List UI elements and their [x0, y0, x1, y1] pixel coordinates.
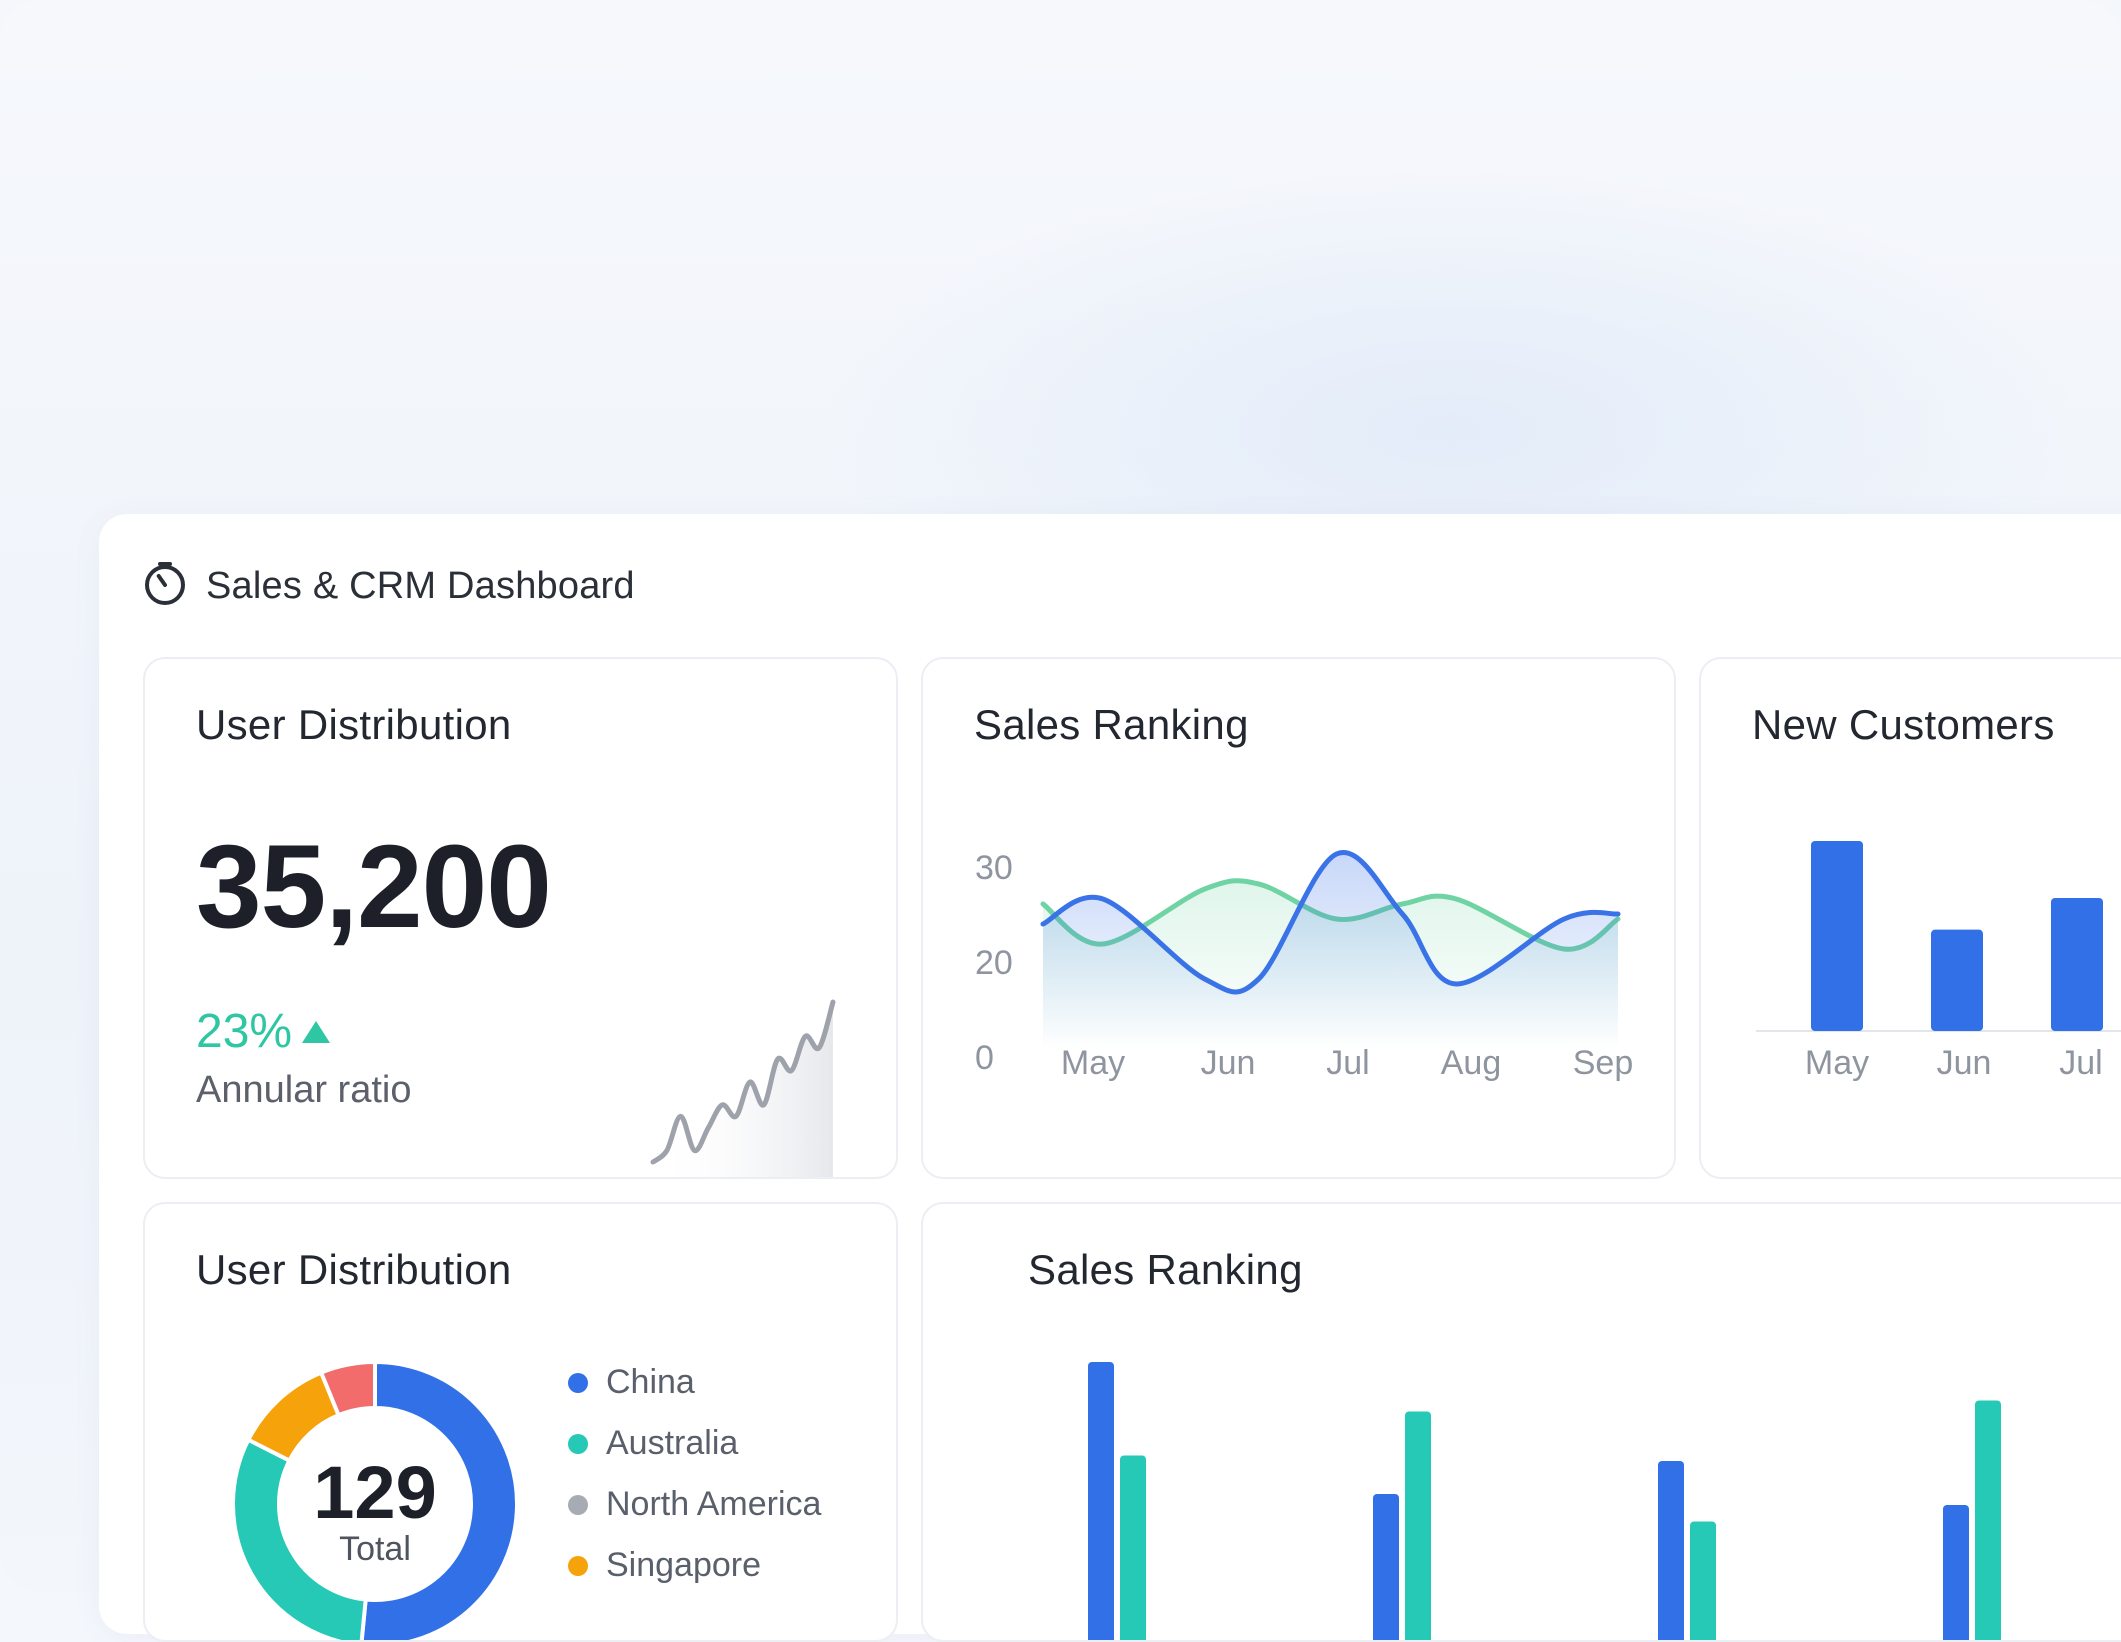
card-title: User Distribution [196, 701, 512, 749]
legend-item-north-america[interactable]: North America [568, 1474, 821, 1535]
card-title: New Customers [1752, 701, 2055, 749]
x-tick-label: Aug [1441, 1044, 1502, 1082]
x-tick-label: May [1061, 1044, 1125, 1082]
x-tick-label: Jul [1326, 1044, 1369, 1082]
legend-dot [568, 1495, 588, 1515]
legend-item-china[interactable]: China [568, 1352, 821, 1413]
y-tick-label: 20 [975, 944, 1013, 982]
x-tick-label: Jun [1201, 1044, 1256, 1082]
card-title: Sales Ranking [974, 701, 1249, 749]
sparkline-area [653, 1002, 833, 1177]
user-count-value: 35,200 [196, 819, 551, 955]
y-tick-label: 30 [975, 849, 1013, 887]
legend-item-australia[interactable]: Australia [568, 1413, 821, 1474]
x-tick-label: Jun [1937, 1044, 1992, 1082]
bar [1373, 1494, 1399, 1642]
legend-dot [568, 1556, 588, 1576]
sales-ranking-line-card[interactable]: Sales Ranking 30 20 0 May Jun Jul Aug Sep [921, 657, 1676, 1179]
legend-label: North America [606, 1485, 821, 1524]
bar [1690, 1522, 1716, 1642]
legend-dot [568, 1434, 588, 1454]
change-indicator: 23% [196, 1004, 332, 1059]
y-tick-label: 0 [975, 1039, 994, 1077]
new-customers-card[interactable]: New Customers May Jun Jul [1699, 657, 2121, 1179]
user-distribution-card[interactable]: User Distribution 35,200 23% Annular rat… [143, 657, 898, 1179]
change-percent: 23% [196, 1004, 292, 1059]
bar [1658, 1461, 1684, 1642]
bar [1943, 1505, 1969, 1642]
user-distribution-donut-card[interactable]: User Distribution 129 Total China Austra… [143, 1202, 898, 1642]
legend-label: China [606, 1363, 695, 1402]
timer-icon [142, 561, 188, 612]
legend-label: Australia [606, 1424, 738, 1463]
donut-total-label: Total [245, 1530, 505, 1568]
change-caption: Annular ratio [196, 1069, 411, 1112]
sales-line-chart: 30 20 0 May Jun Jul Aug Sep [923, 799, 1676, 1179]
donut-center: 129 Total [245, 1456, 505, 1568]
bar [1405, 1412, 1431, 1642]
legend-label: Singapore [606, 1546, 761, 1585]
sparkline-chart [645, 977, 845, 1177]
dashboard-title: Sales & CRM Dashboard [206, 565, 635, 608]
sales-ranking-bar-card[interactable]: Sales Ranking [921, 1202, 2121, 1642]
donut-legend: China Australia North America Singapore [568, 1352, 821, 1596]
bar [1811, 841, 1863, 1031]
series-area [1043, 852, 1618, 1049]
triangle-up-icon [300, 1019, 332, 1045]
card-title: User Distribution [196, 1246, 512, 1294]
bar [1975, 1401, 2001, 1642]
x-tick-label: May [1805, 1044, 1869, 1082]
legend-item-singapore[interactable]: Singapore [568, 1535, 821, 1596]
x-tick-label: Sep [1573, 1044, 1634, 1082]
bar [2051, 898, 2103, 1031]
legend-dot [568, 1373, 588, 1393]
bar [1088, 1362, 1114, 1642]
dashboard-header: Sales & CRM Dashboard [142, 558, 635, 614]
x-tick-label: Jul [2059, 1044, 2102, 1082]
bar [1931, 930, 1983, 1031]
bar [1120, 1456, 1146, 1642]
donut-total-value: 129 [245, 1456, 505, 1530]
new-customers-bar-chart: May Jun Jul [1701, 799, 2121, 1179]
sales-ranking-bar-chart [923, 1204, 2121, 1642]
